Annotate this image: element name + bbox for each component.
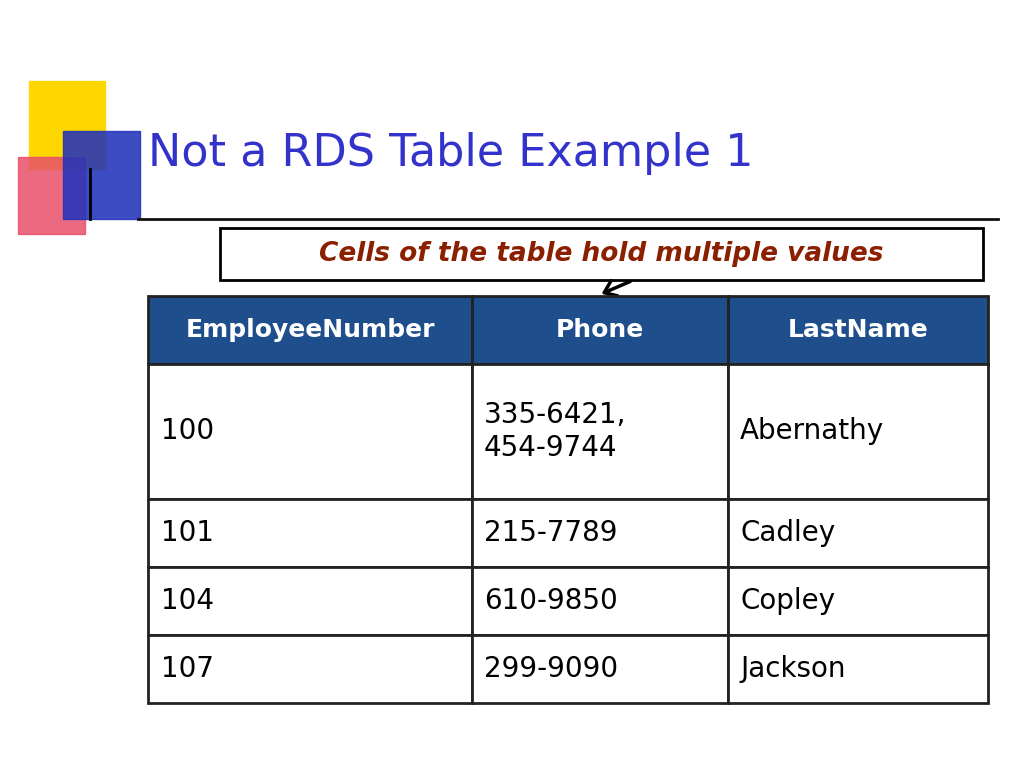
Text: Cadley: Cadley <box>740 519 836 547</box>
Text: 100: 100 <box>161 417 214 445</box>
Text: 335-6421,
454-9744: 335-6421, 454-9744 <box>484 401 627 462</box>
Text: 101: 101 <box>161 519 214 547</box>
Text: Copley: Copley <box>740 587 836 615</box>
Text: Jackson: Jackson <box>740 655 846 683</box>
Text: LastName: LastName <box>787 318 929 342</box>
Text: 107: 107 <box>161 655 214 683</box>
Text: Not a RDS Table Example 1: Not a RDS Table Example 1 <box>148 132 754 175</box>
Text: 215-7789: 215-7789 <box>484 519 617 547</box>
Text: Phone: Phone <box>556 318 644 342</box>
Text: 104: 104 <box>161 587 214 615</box>
Text: Cells of the table hold multiple values: Cells of the table hold multiple values <box>319 241 884 267</box>
Text: 610-9850: 610-9850 <box>484 587 617 615</box>
Text: EmployeeNumber: EmployeeNumber <box>185 318 435 342</box>
Text: Abernathy: Abernathy <box>740 417 885 445</box>
Text: 299-9090: 299-9090 <box>484 655 618 683</box>
